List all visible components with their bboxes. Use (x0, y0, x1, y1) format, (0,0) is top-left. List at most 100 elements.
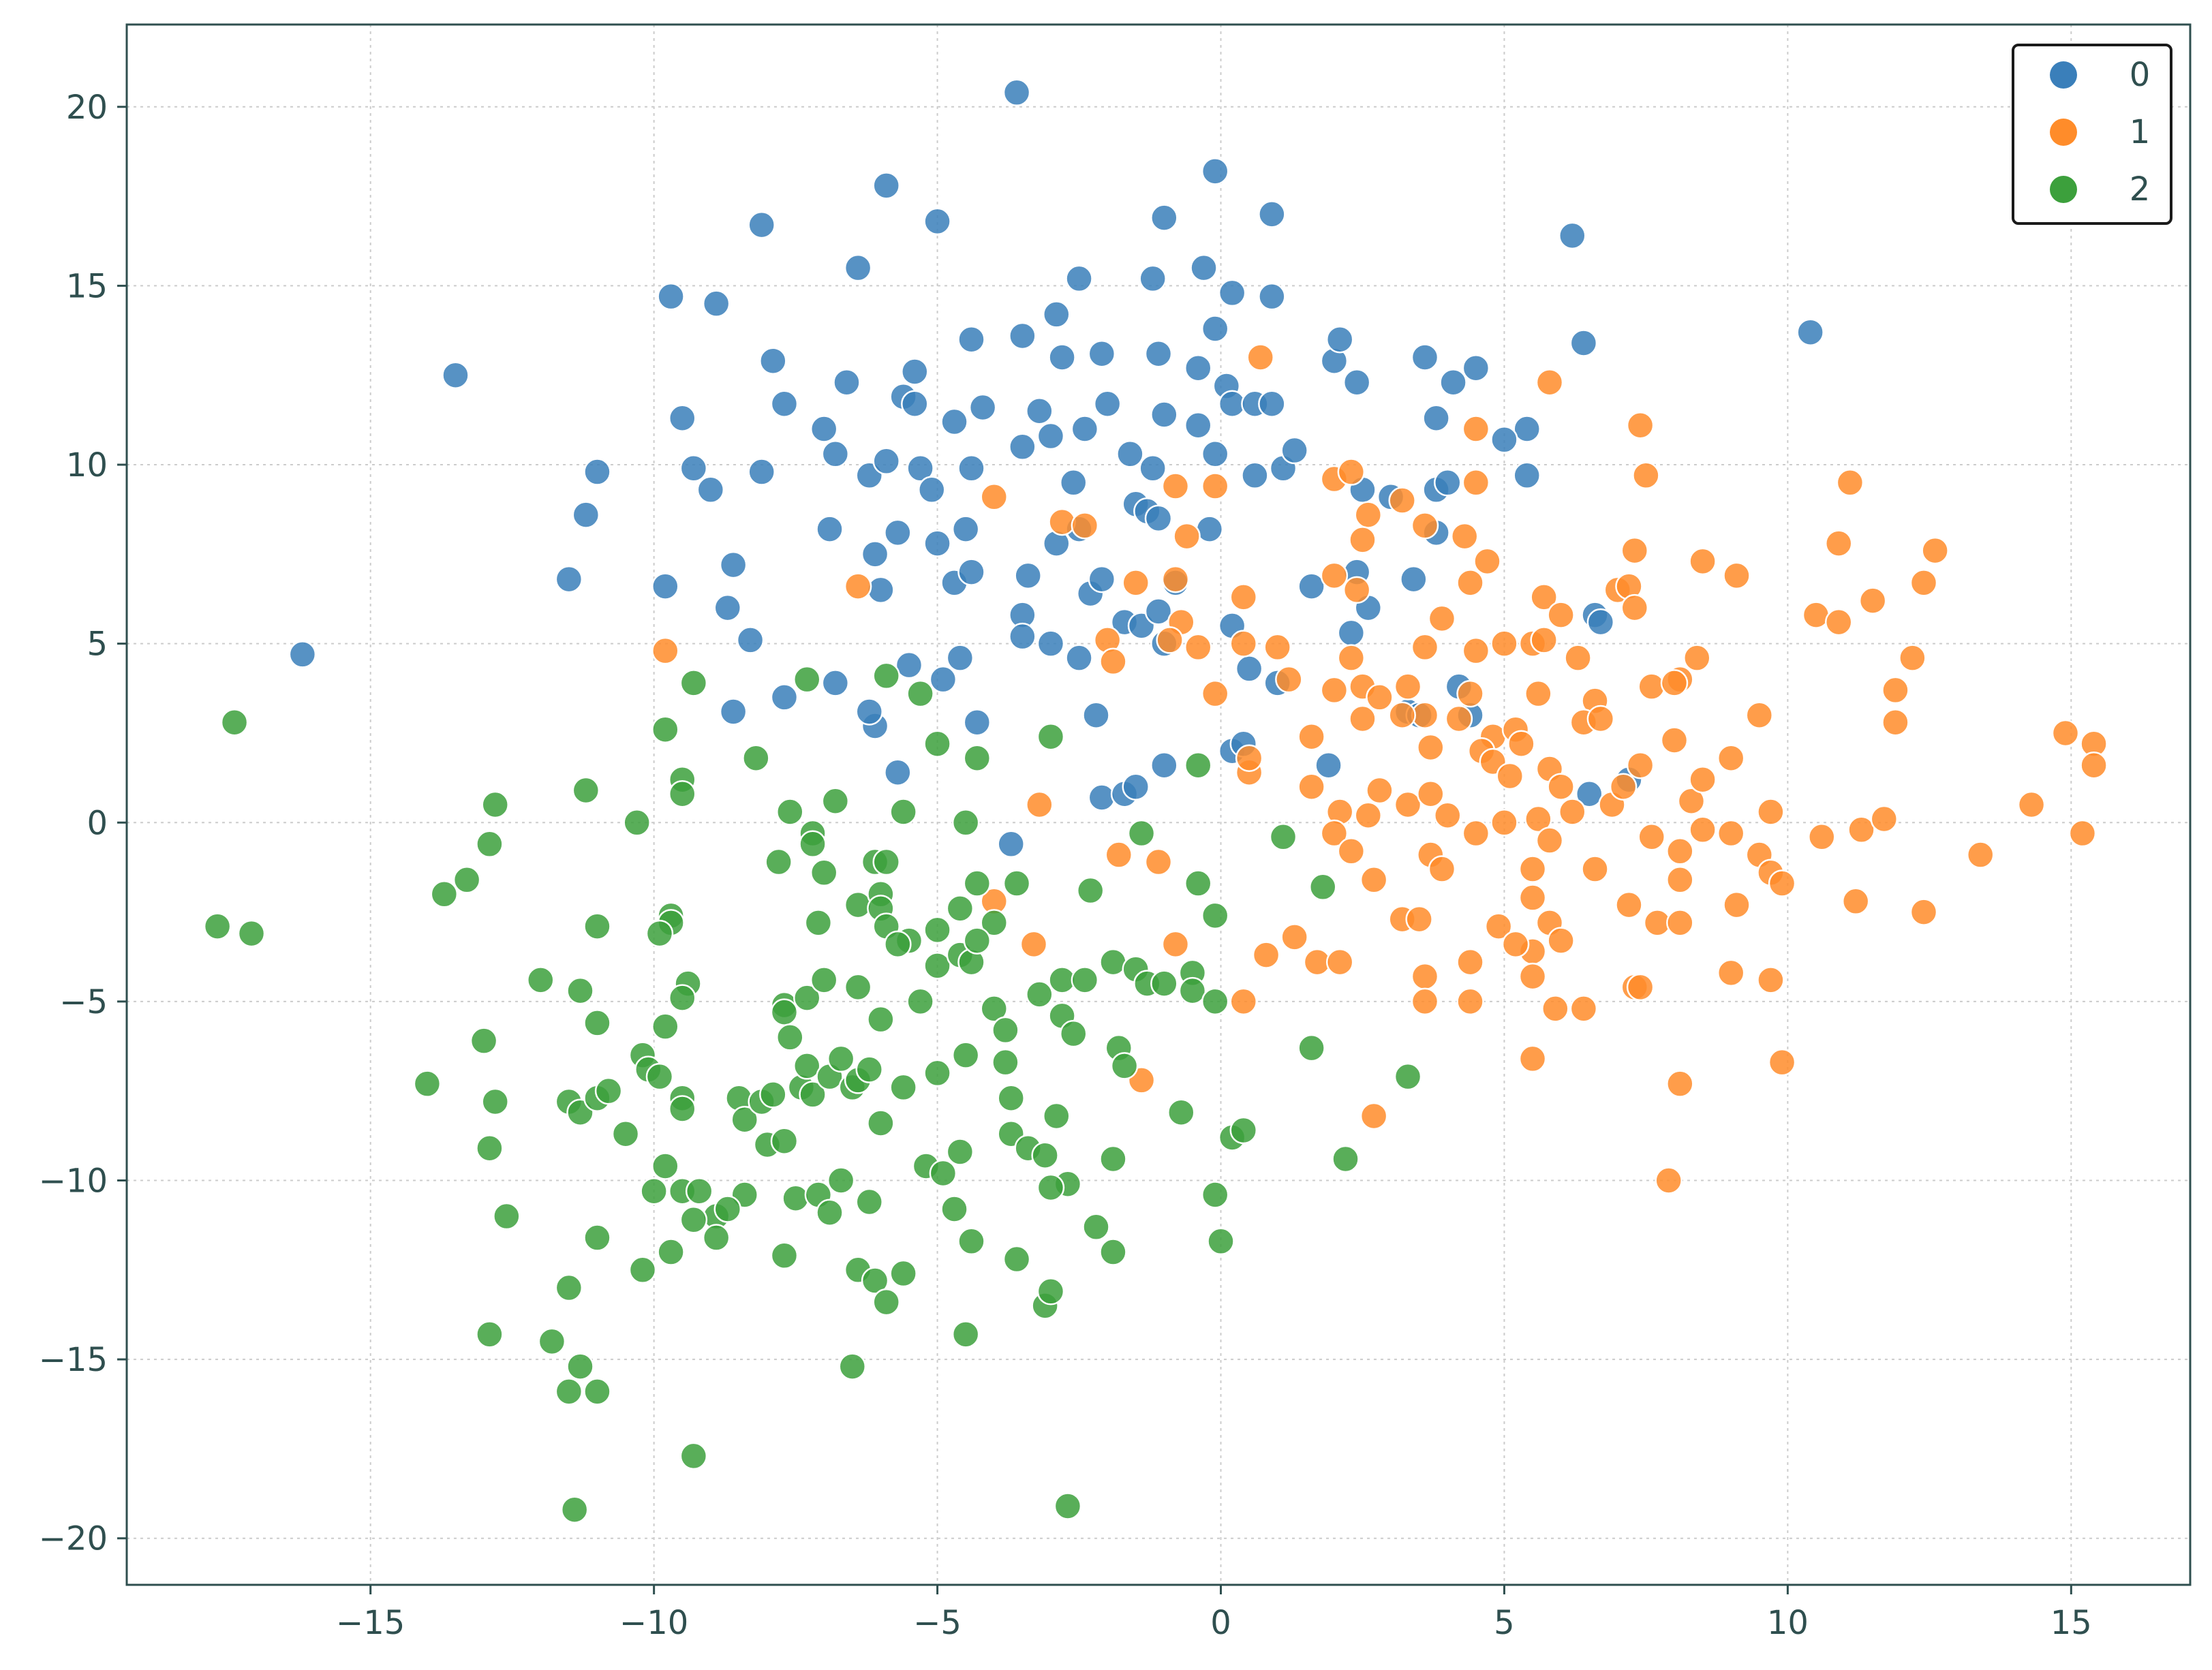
point-series-0 (696, 476, 725, 504)
point-series-1 (1161, 565, 1190, 593)
point-series-2 (906, 987, 934, 1016)
point-series-1 (2068, 819, 2097, 848)
point-series-2 (1394, 1062, 1422, 1091)
point-series-1 (1666, 1070, 1694, 1098)
y-tick-label: −10 (39, 1162, 108, 1200)
point-series-2 (1332, 1145, 1360, 1173)
point-series-1 (1434, 801, 1462, 830)
point-series-1 (1717, 819, 1745, 848)
point-series-1 (1337, 458, 1366, 486)
point-series-2 (452, 866, 481, 894)
point-series-0 (1490, 426, 1518, 454)
point-series-2 (770, 998, 799, 1026)
point-series-2 (827, 1045, 855, 1073)
point-series-1 (1564, 644, 1592, 672)
point-series-0 (1439, 368, 1467, 397)
point-series-2 (555, 1378, 583, 1406)
legend-marker-1 (2050, 119, 2077, 146)
point-series-1 (1632, 461, 1660, 490)
point-series-2 (923, 952, 951, 980)
point-series-0 (748, 211, 775, 239)
point-series-1 (1689, 816, 1717, 844)
point-series-0 (1400, 565, 1428, 593)
point-series-2 (816, 1199, 844, 1227)
point-series-1 (1280, 923, 1308, 951)
point-series-2 (810, 859, 838, 887)
point-series-1 (1620, 536, 1649, 565)
point-series-2 (1201, 1181, 1229, 1209)
point-series-1 (1666, 866, 1694, 894)
point-series-0 (288, 640, 317, 668)
y-tick-label: −15 (39, 1341, 108, 1379)
point-series-2 (1269, 823, 1297, 851)
point-series-2 (992, 1016, 1019, 1045)
point-series-1 (1558, 798, 1586, 826)
point-series-1 (1297, 773, 1325, 801)
point-series-1 (1201, 679, 1229, 708)
x-tick-label: −15 (336, 1604, 405, 1642)
point-series-1 (1638, 672, 1665, 700)
point-series-1 (1586, 705, 1615, 733)
point-series-1 (1689, 765, 1717, 794)
point-series-0 (1026, 397, 1054, 425)
point-series-1 (1768, 869, 1796, 897)
point-series-1 (1456, 679, 1484, 708)
point-series-2 (793, 984, 821, 1012)
point-series-2 (929, 1159, 957, 1188)
point-series-1 (1530, 583, 1558, 611)
point-series-1 (1847, 816, 1875, 844)
point-series-2 (481, 790, 509, 819)
point-series-2 (713, 1195, 742, 1223)
point-series-0 (1082, 701, 1110, 729)
point-series-0 (884, 519, 912, 547)
point-series-1 (1156, 626, 1184, 654)
point-series-2 (782, 1184, 810, 1213)
point-series-1 (1366, 776, 1394, 805)
point-series-0 (923, 529, 951, 557)
point-series-0 (867, 576, 895, 604)
point-series-2 (946, 1138, 974, 1166)
point-series-2 (1099, 1145, 1127, 1173)
point-series-2 (657, 1238, 685, 1266)
point-series-0 (997, 830, 1025, 859)
point-series-0 (872, 172, 900, 200)
point-series-1 (1626, 751, 1655, 779)
point-series-2 (493, 1202, 521, 1231)
point-series-1 (1360, 1102, 1388, 1130)
point-series-1 (1569, 995, 1598, 1023)
point-series-2 (611, 1119, 640, 1148)
point-series-1 (1445, 705, 1473, 733)
point-series-0 (657, 282, 685, 311)
point-series-1 (1717, 744, 1745, 772)
point-series-0 (1258, 282, 1286, 311)
point-series-2 (957, 1227, 985, 1256)
point-series-1 (1388, 701, 1416, 729)
point-series-1 (1354, 501, 1383, 529)
point-series-0 (1048, 343, 1076, 371)
point-series-0 (1258, 390, 1286, 418)
point-series-1 (1547, 927, 1575, 955)
point-series-2 (844, 973, 872, 1002)
point-series-0 (1184, 354, 1212, 382)
point-series-0 (1201, 315, 1229, 343)
point-series-0 (759, 347, 787, 375)
point-series-2 (980, 909, 1009, 937)
point-series-1 (1836, 469, 1864, 497)
point-series-1 (1360, 866, 1388, 894)
point-series-2 (628, 1256, 657, 1284)
point-series-2 (1059, 1019, 1088, 1048)
point-series-1 (1921, 536, 1949, 565)
point-series-0 (844, 253, 872, 282)
point-series-1 (1462, 415, 1490, 443)
point-series-2 (731, 1105, 758, 1134)
legend: 0 1 2 (2012, 44, 2172, 225)
point-series-0 (1325, 325, 1354, 354)
point-series-2 (1201, 987, 1229, 1016)
point-series-2 (1054, 1492, 1082, 1520)
point-series-1 (1909, 898, 1938, 926)
point-series-2 (872, 848, 900, 876)
point-series-0 (1586, 608, 1615, 636)
point-series-2 (997, 1084, 1025, 1112)
point-series-2 (946, 895, 974, 923)
